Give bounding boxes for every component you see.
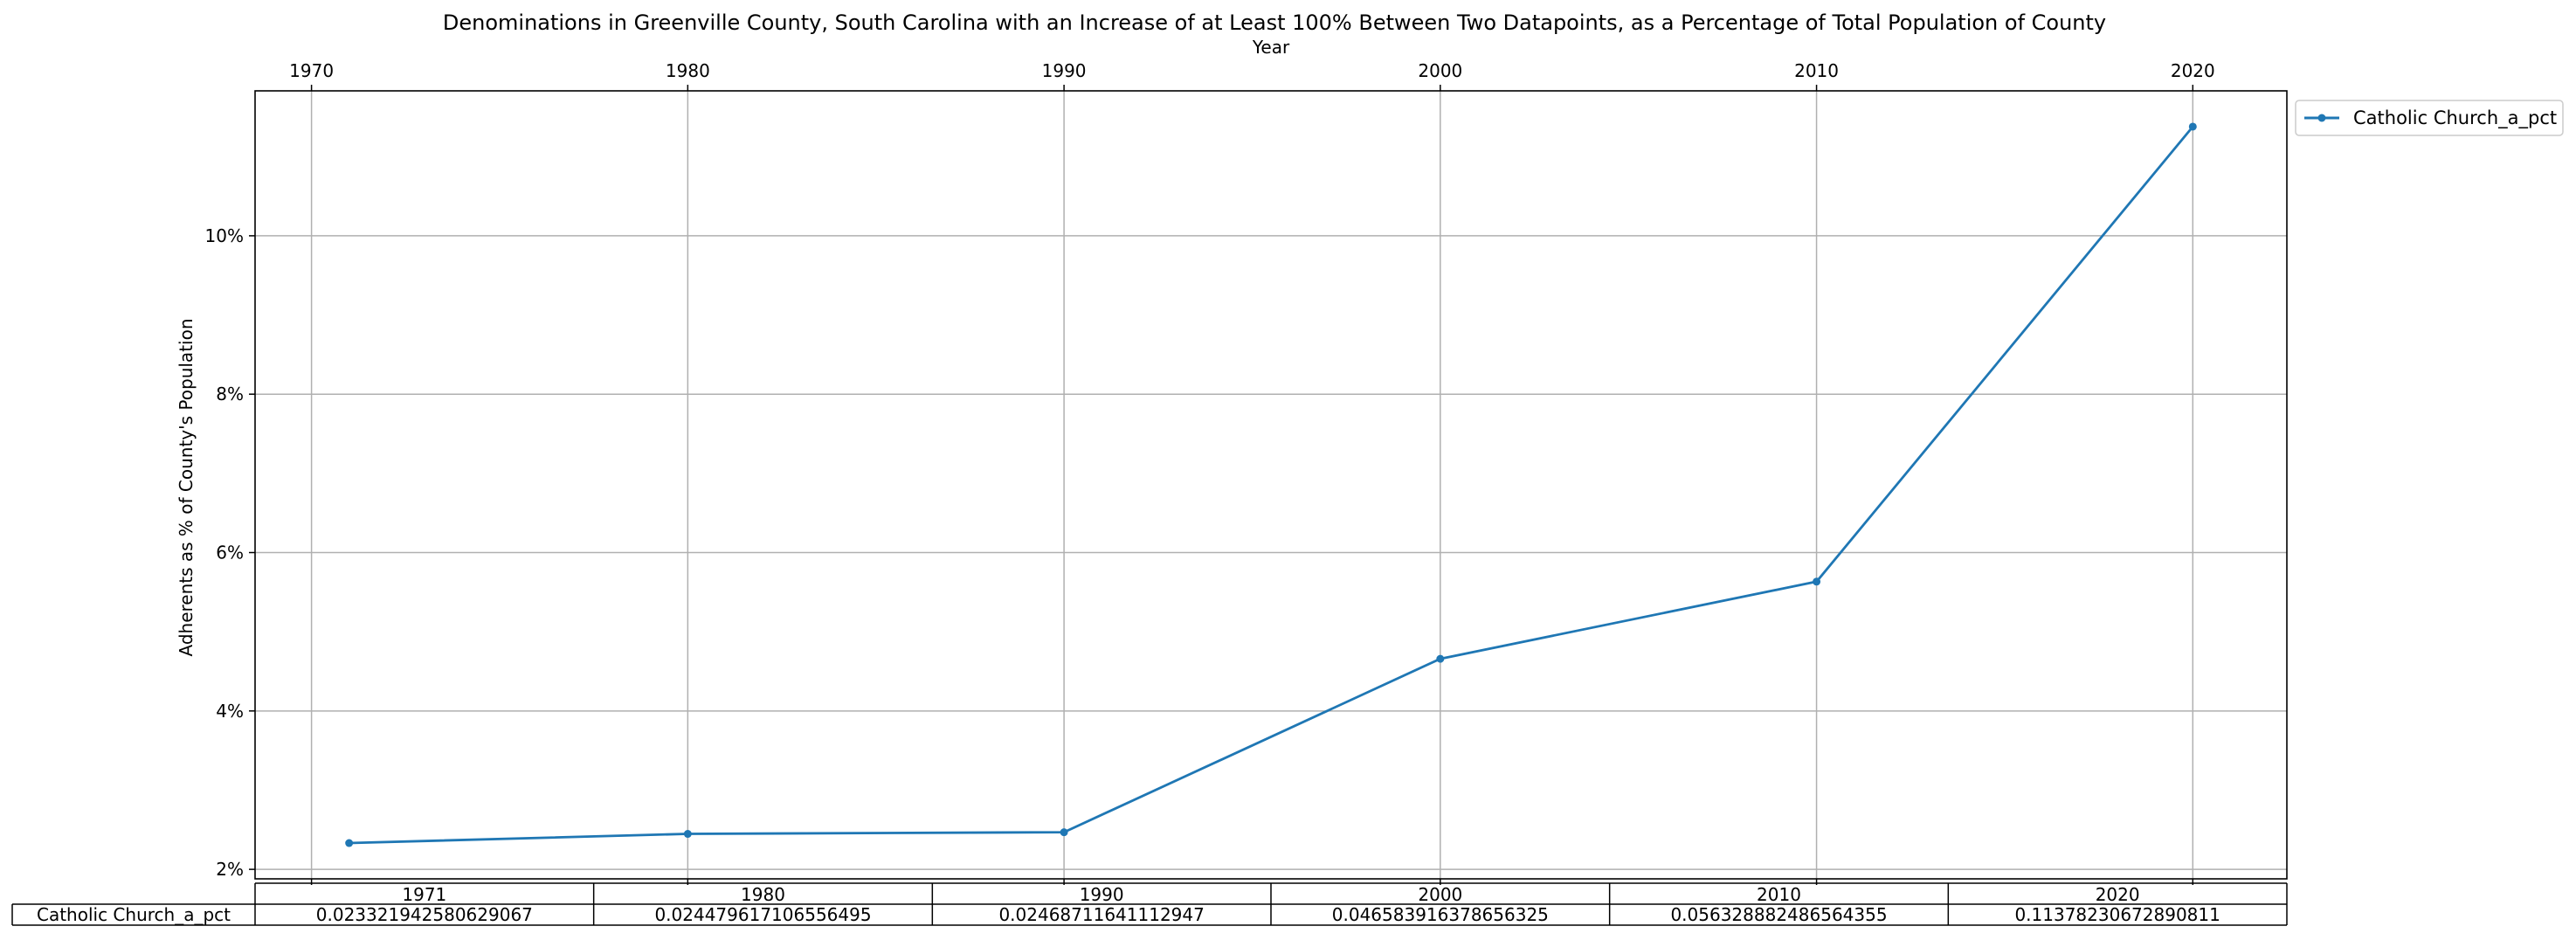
- legend: Catholic Church_a_pct: [2295, 100, 2564, 136]
- data-point: [1060, 828, 1068, 837]
- y-tick-label: 8%: [216, 384, 244, 404]
- table-col-header: 1990: [1080, 884, 1124, 905]
- x-tick-label: 1970: [289, 60, 334, 81]
- table-col-header: 2020: [2096, 884, 2140, 905]
- table-col-header: 1971: [402, 884, 446, 905]
- table-cell: 0.11378230672890811: [2014, 904, 2220, 925]
- data-point: [1813, 577, 1821, 586]
- table-row-label: Catholic Church_a_pct: [37, 904, 231, 925]
- legend-label: Catholic Church_a_pct: [2353, 107, 2557, 129]
- series-line: [349, 126, 2194, 845]
- x-tick-label: 2010: [1794, 60, 1839, 81]
- table-col-header: 2010: [1757, 884, 1801, 905]
- data-point: [1436, 654, 1445, 663]
- legend-marker-sample: [2317, 114, 2326, 122]
- table-col-header: 2000: [1418, 884, 1462, 905]
- legend-box: [2295, 100, 2564, 136]
- data-table: 1971 1980 1990 2000 2010 2020 Catholic Church_…: [11, 882, 2288, 926]
- table-cell: 0.02468711641112947: [998, 904, 1204, 925]
- y-tick-label: 4%: [216, 701, 244, 722]
- table-cell: 0.056328882486564355: [1670, 904, 1887, 925]
- series-layer: [345, 122, 2197, 847]
- x-axis-label: Year: [1252, 37, 1290, 58]
- y-tick-label: 6%: [216, 543, 244, 563]
- x-tick-label: 2000: [1418, 60, 1462, 81]
- chart-title: Denominations in Greenville County, Sout…: [443, 10, 2106, 35]
- y-tick-label: 2%: [216, 859, 244, 880]
- x-tick-label: 1990: [1042, 60, 1087, 81]
- table-col-header: 1980: [741, 884, 785, 905]
- table-cell: 0.024479617106556495: [654, 904, 871, 925]
- data-point: [683, 830, 692, 839]
- data-point: [2188, 122, 2197, 131]
- data-point: [345, 839, 354, 847]
- y-axis-label: Adherents as % of County's Population: [176, 318, 197, 656]
- y-tick-label: 10%: [205, 225, 244, 246]
- x-tick-label: 2020: [2171, 60, 2215, 81]
- x-tick-label: 1980: [666, 60, 710, 81]
- plot-area-frame: [254, 90, 2288, 880]
- table-cell: 0.023321942580629067: [316, 904, 533, 925]
- axis-ticks: 1970 1980 1990 2000 2010 2020 2% 4% 6% 8% 10%: [205, 60, 2215, 885]
- grid-lines: [255, 91, 2287, 879]
- table-cell: 0.046583916378656325: [1332, 904, 1549, 925]
